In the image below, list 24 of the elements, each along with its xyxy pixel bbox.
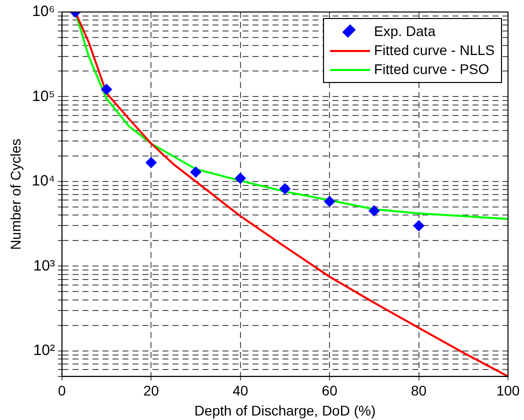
x-axis-title: Depth of Discharge, DoD (%)	[194, 402, 376, 418]
point	[234, 172, 246, 184]
y-tick-label: 10³	[33, 257, 55, 274]
x-tick-label: 20	[143, 382, 160, 399]
y-axis-title: Number of Cycles	[7, 138, 24, 250]
y-tick-label: 10⁶	[32, 3, 55, 20]
x-tick-label: 100	[496, 382, 520, 399]
x-tick-label: 60	[322, 382, 338, 399]
legend-label: Fitted curve - NLLS	[374, 41, 495, 60]
legend-label: Fitted curve - PSO	[374, 60, 490, 79]
point	[101, 84, 112, 95]
y-tick-label: 10⁴	[32, 172, 55, 190]
point	[279, 183, 290, 194]
point	[368, 205, 380, 216]
point	[324, 196, 336, 207]
x-tick-label: 40	[232, 382, 248, 399]
point	[413, 220, 424, 232]
x-tick-label: 0	[58, 382, 66, 399]
y-tick-label: 10⁵	[32, 88, 55, 105]
y-tick-label: 10²	[33, 342, 55, 360]
point	[146, 157, 157, 168]
point	[190, 166, 202, 178]
legend-label: Exp. Data	[374, 22, 436, 41]
x-tick-label: 80	[410, 382, 427, 399]
